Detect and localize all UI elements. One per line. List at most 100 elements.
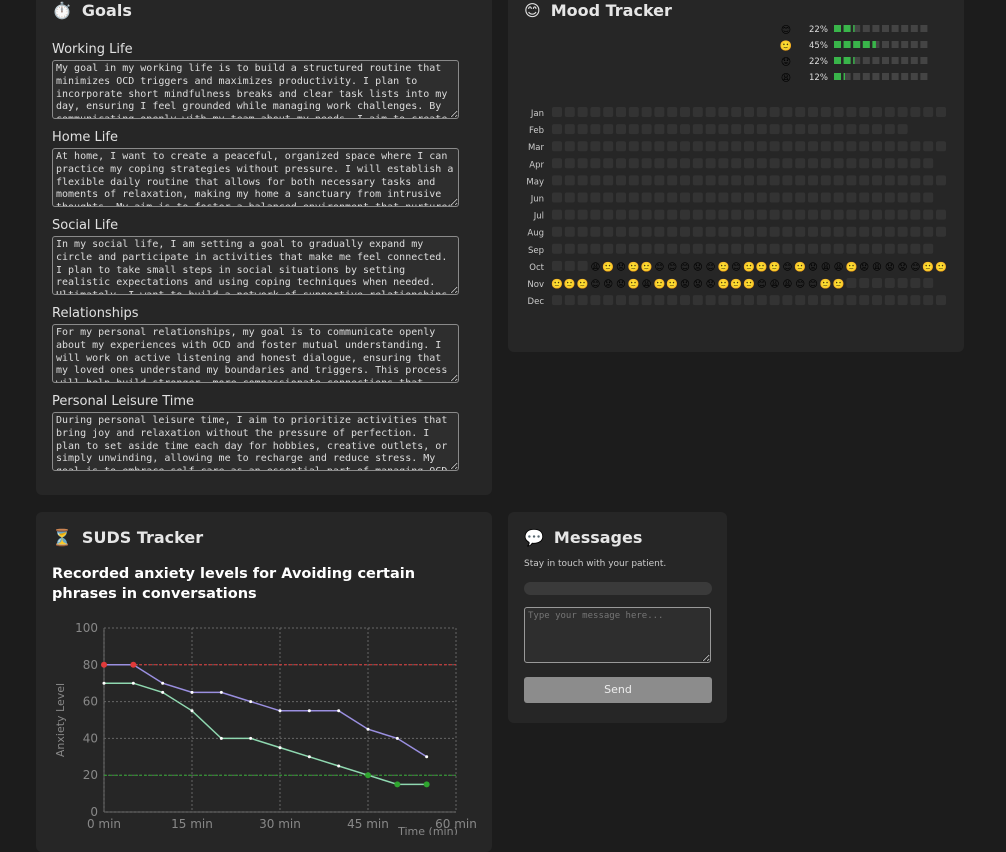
mood-emoji: 😟 bbox=[808, 262, 818, 273]
day-cell bbox=[603, 192, 614, 203]
day-cell bbox=[846, 158, 857, 169]
day-cell bbox=[731, 141, 742, 152]
month-row bbox=[552, 295, 946, 306]
send-button[interactable]: Send bbox=[524, 677, 712, 703]
day-cell bbox=[577, 175, 588, 186]
goal-text[interactable]: At home, I want to create a peaceful, or… bbox=[52, 148, 459, 207]
series-line bbox=[104, 664, 428, 758]
day-cell bbox=[833, 226, 844, 237]
goal-text[interactable]: For my personal relationships, my goal i… bbox=[52, 324, 459, 383]
mood-emoji: 🙂 bbox=[564, 278, 576, 290]
day-cell bbox=[897, 192, 908, 203]
data-point bbox=[190, 709, 194, 713]
legend-percent: 45% bbox=[809, 41, 828, 51]
day-cell bbox=[872, 295, 882, 306]
mood-emoji: 😊 bbox=[808, 279, 818, 290]
day-cell bbox=[590, 209, 601, 220]
legend-square bbox=[843, 73, 851, 80]
legend-square-fill bbox=[862, 41, 870, 48]
month-label: Jul bbox=[533, 212, 544, 222]
day-cell bbox=[820, 124, 831, 135]
day-cell bbox=[884, 295, 895, 306]
day-cell bbox=[616, 158, 626, 169]
month-label: Dec bbox=[528, 297, 545, 307]
day-cell bbox=[808, 141, 818, 152]
day-cell bbox=[833, 175, 844, 186]
day-cell bbox=[654, 124, 665, 135]
day-cell bbox=[731, 226, 742, 237]
day-cell bbox=[756, 107, 767, 117]
y-tick-label: 0 bbox=[90, 805, 98, 819]
day-cell bbox=[756, 158, 767, 169]
legend-square bbox=[872, 25, 880, 32]
messages-subtitle: Stay in touch with your patient. bbox=[524, 559, 667, 569]
day-cell bbox=[782, 192, 793, 203]
legend-square bbox=[882, 41, 889, 48]
legend-square bbox=[872, 57, 880, 64]
day-cell bbox=[616, 175, 626, 186]
mood-emoji: 😊 bbox=[910, 262, 920, 273]
day-cell bbox=[641, 243, 652, 254]
month-label: Jan bbox=[530, 109, 544, 119]
day-cell bbox=[846, 278, 857, 288]
day-cell bbox=[795, 141, 806, 152]
mood-emoji: 😊 bbox=[667, 262, 677, 273]
day-cell bbox=[769, 158, 780, 169]
data-point bbox=[161, 681, 165, 685]
day-cell bbox=[641, 107, 652, 117]
mood-emoji: 🙂 bbox=[717, 261, 729, 273]
day-cell bbox=[884, 226, 895, 237]
day-cell bbox=[769, 243, 780, 254]
day-cell bbox=[923, 158, 934, 169]
day-cell bbox=[833, 192, 844, 203]
day-cell bbox=[846, 243, 857, 254]
day-cell bbox=[692, 141, 703, 152]
goal-text[interactable]: My goal in my working life is to build a… bbox=[52, 60, 459, 119]
day-cell bbox=[680, 175, 690, 186]
day-cell bbox=[808, 209, 818, 220]
mood-emoji: 🙂 bbox=[577, 278, 589, 290]
day-cell bbox=[923, 209, 934, 220]
series-line bbox=[104, 682, 427, 786]
mood-emoji: 😩 bbox=[642, 279, 652, 290]
day-cell bbox=[577, 226, 588, 237]
day-cell bbox=[718, 158, 729, 169]
day-cell bbox=[577, 260, 588, 271]
mood-emoji: 🙂 bbox=[833, 278, 845, 290]
day-cell bbox=[628, 295, 639, 306]
x-axis-label: Time (min) bbox=[397, 825, 458, 835]
day-cell bbox=[705, 141, 716, 152]
day-cell bbox=[820, 209, 831, 220]
goal-text[interactable]: In my social life, I am setting a goal t… bbox=[52, 236, 459, 295]
y-tick-label: 40 bbox=[83, 731, 98, 745]
day-cell bbox=[808, 175, 818, 186]
day-cell bbox=[795, 192, 806, 203]
day-cell bbox=[667, 107, 678, 117]
day-cell bbox=[616, 209, 626, 220]
day-cell bbox=[641, 124, 652, 135]
day-cell bbox=[859, 278, 870, 288]
day-cell bbox=[577, 141, 588, 152]
mood-emoji: 🙂 bbox=[820, 278, 832, 290]
day-cell bbox=[884, 141, 895, 152]
data-point bbox=[131, 681, 135, 685]
day-cell bbox=[884, 278, 895, 288]
month-row bbox=[552, 107, 946, 117]
day-cell bbox=[667, 192, 678, 203]
day-cell bbox=[667, 175, 678, 186]
message-input[interactable] bbox=[524, 607, 711, 663]
day-cell bbox=[705, 158, 716, 169]
day-cell bbox=[846, 192, 857, 203]
suds-icon: ⏳ bbox=[52, 528, 72, 547]
mood-emoji: 🙂 bbox=[845, 261, 857, 273]
day-cell bbox=[654, 226, 665, 237]
day-cell bbox=[782, 295, 793, 306]
recipient-select[interactable] bbox=[524, 582, 712, 595]
day-cell bbox=[769, 192, 780, 203]
day-cell bbox=[564, 175, 575, 186]
day-cell bbox=[641, 141, 652, 152]
day-cell bbox=[859, 124, 870, 135]
goal-text[interactable]: During personal leisure time, I aim to p… bbox=[52, 412, 459, 471]
data-point bbox=[366, 727, 370, 731]
day-cell bbox=[603, 158, 614, 169]
